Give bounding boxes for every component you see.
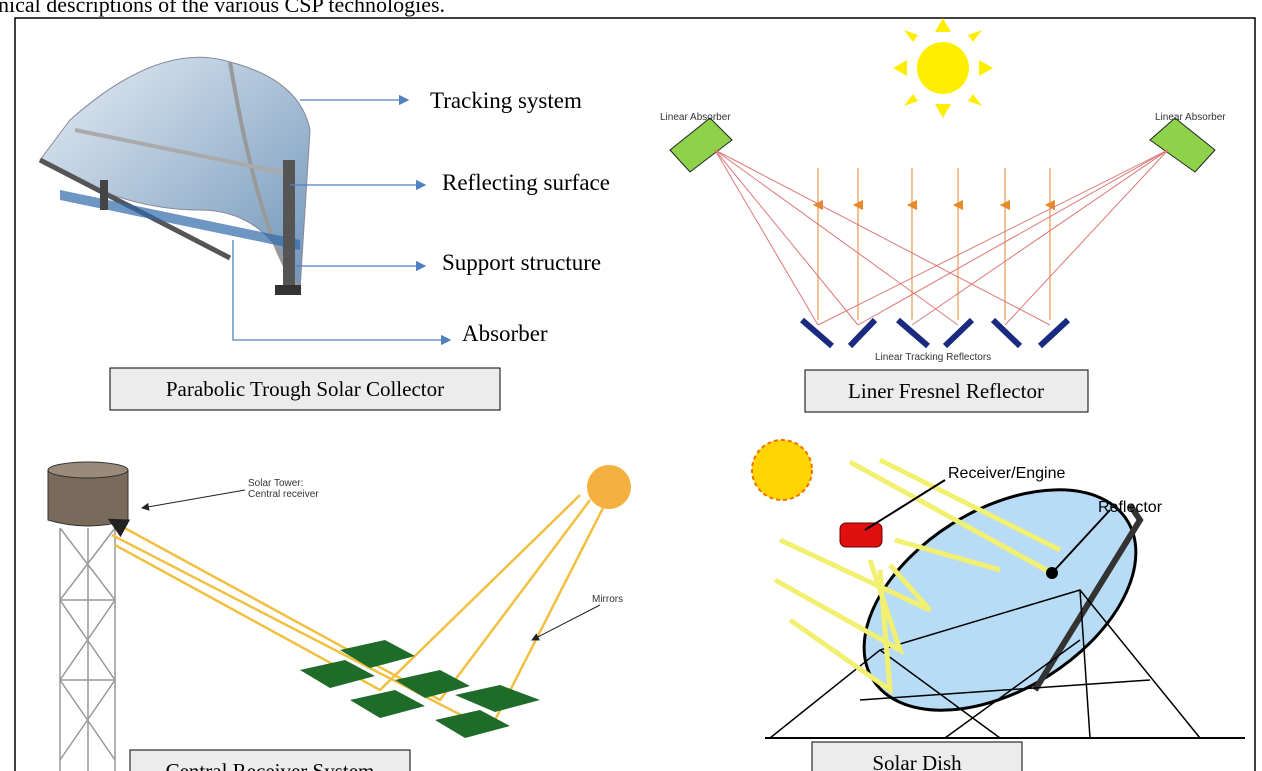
caption: Solar Dish xyxy=(872,751,962,771)
caption: Parabolic Trough Solar Collector xyxy=(166,377,444,401)
label: Solar Tower: xyxy=(248,478,303,489)
label: Central receiver xyxy=(248,489,319,500)
label: Linear Absorber xyxy=(1155,112,1226,123)
label: Tracking system xyxy=(430,88,582,113)
trough-drawing xyxy=(38,56,311,295)
label: Reflector xyxy=(1098,499,1163,516)
caption-box xyxy=(129,749,411,771)
caption: Liner Fresnel Reflector xyxy=(848,379,1044,403)
caption-box xyxy=(804,369,1089,413)
caption: Central Receiver System xyxy=(166,759,375,771)
label: Reflecting surface xyxy=(442,170,610,195)
frame xyxy=(14,17,1256,771)
dish-drawing xyxy=(751,439,1245,739)
caption-box xyxy=(811,741,1023,771)
intro-text: nical descriptions of the various CSP te… xyxy=(0,0,445,17)
label: Mirrors xyxy=(592,594,623,605)
label: Support structure xyxy=(442,250,601,275)
caption-box xyxy=(109,367,501,411)
tower-drawing xyxy=(47,461,631,771)
fresnel-drawing xyxy=(669,18,1216,349)
label: Absorber xyxy=(462,321,548,346)
label: Receiver/Engine xyxy=(948,465,1066,482)
label: Linear Tracking Reflectors xyxy=(875,352,991,363)
pointer xyxy=(232,240,452,346)
label: Linear Absorber xyxy=(660,112,731,123)
